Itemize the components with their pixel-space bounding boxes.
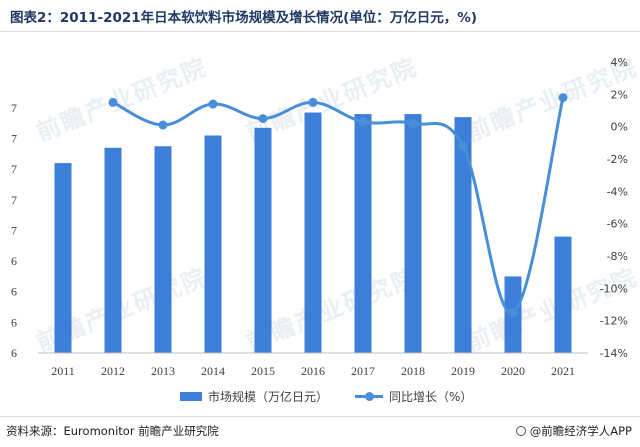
left-axis-tick-label: 7 xyxy=(11,162,17,176)
x-axis-tick-label: 2012 xyxy=(101,364,125,378)
left-axis-tick-label: 7 xyxy=(11,223,17,237)
footer-divider xyxy=(0,416,640,417)
bar xyxy=(304,112,322,353)
x-axis-tick-label: 2017 xyxy=(351,364,375,378)
source-note: 资料来源：Euromonitor 前瞻产业研究院 xyxy=(6,424,219,438)
right-axis-tick-label: 0% xyxy=(611,121,628,134)
bar xyxy=(204,135,222,353)
growth-series-line xyxy=(111,96,565,315)
legend-bar-label: 市场规模（万亿日元） xyxy=(208,390,329,404)
title-divider xyxy=(0,31,640,32)
left-axis-tick-label: 7 xyxy=(11,193,17,207)
bar xyxy=(54,163,72,353)
x-axis-tick-label: 2015 xyxy=(251,364,275,378)
right-axis-tick-label: -8% xyxy=(607,250,628,263)
growth-point xyxy=(508,308,518,318)
bar xyxy=(104,147,122,353)
bar xyxy=(554,236,572,353)
growth-point xyxy=(358,117,368,127)
x-axis-tick-label: 2020 xyxy=(501,364,525,378)
right-axis-tick-label: -12% xyxy=(600,315,628,328)
left-axis-tick-label: 6 xyxy=(11,346,17,360)
left-axis-tick-label: 6 xyxy=(11,315,17,329)
growth-point xyxy=(258,114,268,124)
bar xyxy=(404,114,422,353)
bar xyxy=(254,127,272,353)
bar xyxy=(154,146,172,353)
legend: 市场规模（万亿日元） 同比增长（%） xyxy=(0,388,640,406)
left-axis-tick-label: 7 xyxy=(11,101,17,115)
brand-logo-icon xyxy=(515,426,526,436)
right-axis-tick-label: -6% xyxy=(607,218,628,231)
bar xyxy=(454,117,472,353)
x-axis-tick-label: 2014 xyxy=(201,364,225,378)
growth-point xyxy=(558,93,568,103)
legend-line-label: 同比增长（%） xyxy=(389,390,473,404)
growth-point xyxy=(458,141,468,151)
left-axis-tick-label: 6 xyxy=(11,254,17,268)
x-axis-tick-label: 2018 xyxy=(401,364,425,378)
growth-point xyxy=(108,97,118,107)
brand-label: @前瞻经济学人APP xyxy=(529,424,632,438)
left-axis-tick-label: 6 xyxy=(11,285,17,299)
legend-bar-swatch xyxy=(180,392,202,401)
x-axis-tick-label: 2019 xyxy=(451,364,475,378)
right-axis-tick-label: -2% xyxy=(607,153,628,166)
legend-item-bar: 市场规模（万亿日元） xyxy=(180,388,328,405)
x-axis-tick-label: 2016 xyxy=(301,364,325,378)
left-axis-tick-label: 7 xyxy=(11,132,17,146)
right-axis-tick-label: 2% xyxy=(611,88,628,101)
brand-credit: @前瞻经济学人APP xyxy=(515,423,632,439)
growth-point xyxy=(158,120,168,130)
x-axis-tick-label: 2013 xyxy=(151,364,175,378)
legend-item-line: 同比增长（%） xyxy=(355,388,472,405)
x-axis-tick-label: 2011 xyxy=(51,364,75,378)
growth-point xyxy=(408,118,418,128)
right-axis-tick-label: 4% xyxy=(611,56,628,69)
growth-point xyxy=(308,97,318,107)
chart-title: 图表2：2011-2021年日本软饮料市场规模及增长情况(单位：万亿日元，%) xyxy=(10,10,478,26)
right-axis-tick-label: -14% xyxy=(600,347,628,360)
x-axis-tick-label: 2021 xyxy=(551,364,575,378)
right-axis-tick-label: -10% xyxy=(600,282,628,295)
right-axis-tick-label: -4% xyxy=(607,185,628,198)
legend-line-swatch xyxy=(355,392,383,401)
bar xyxy=(354,114,372,353)
growth-point xyxy=(208,99,218,109)
